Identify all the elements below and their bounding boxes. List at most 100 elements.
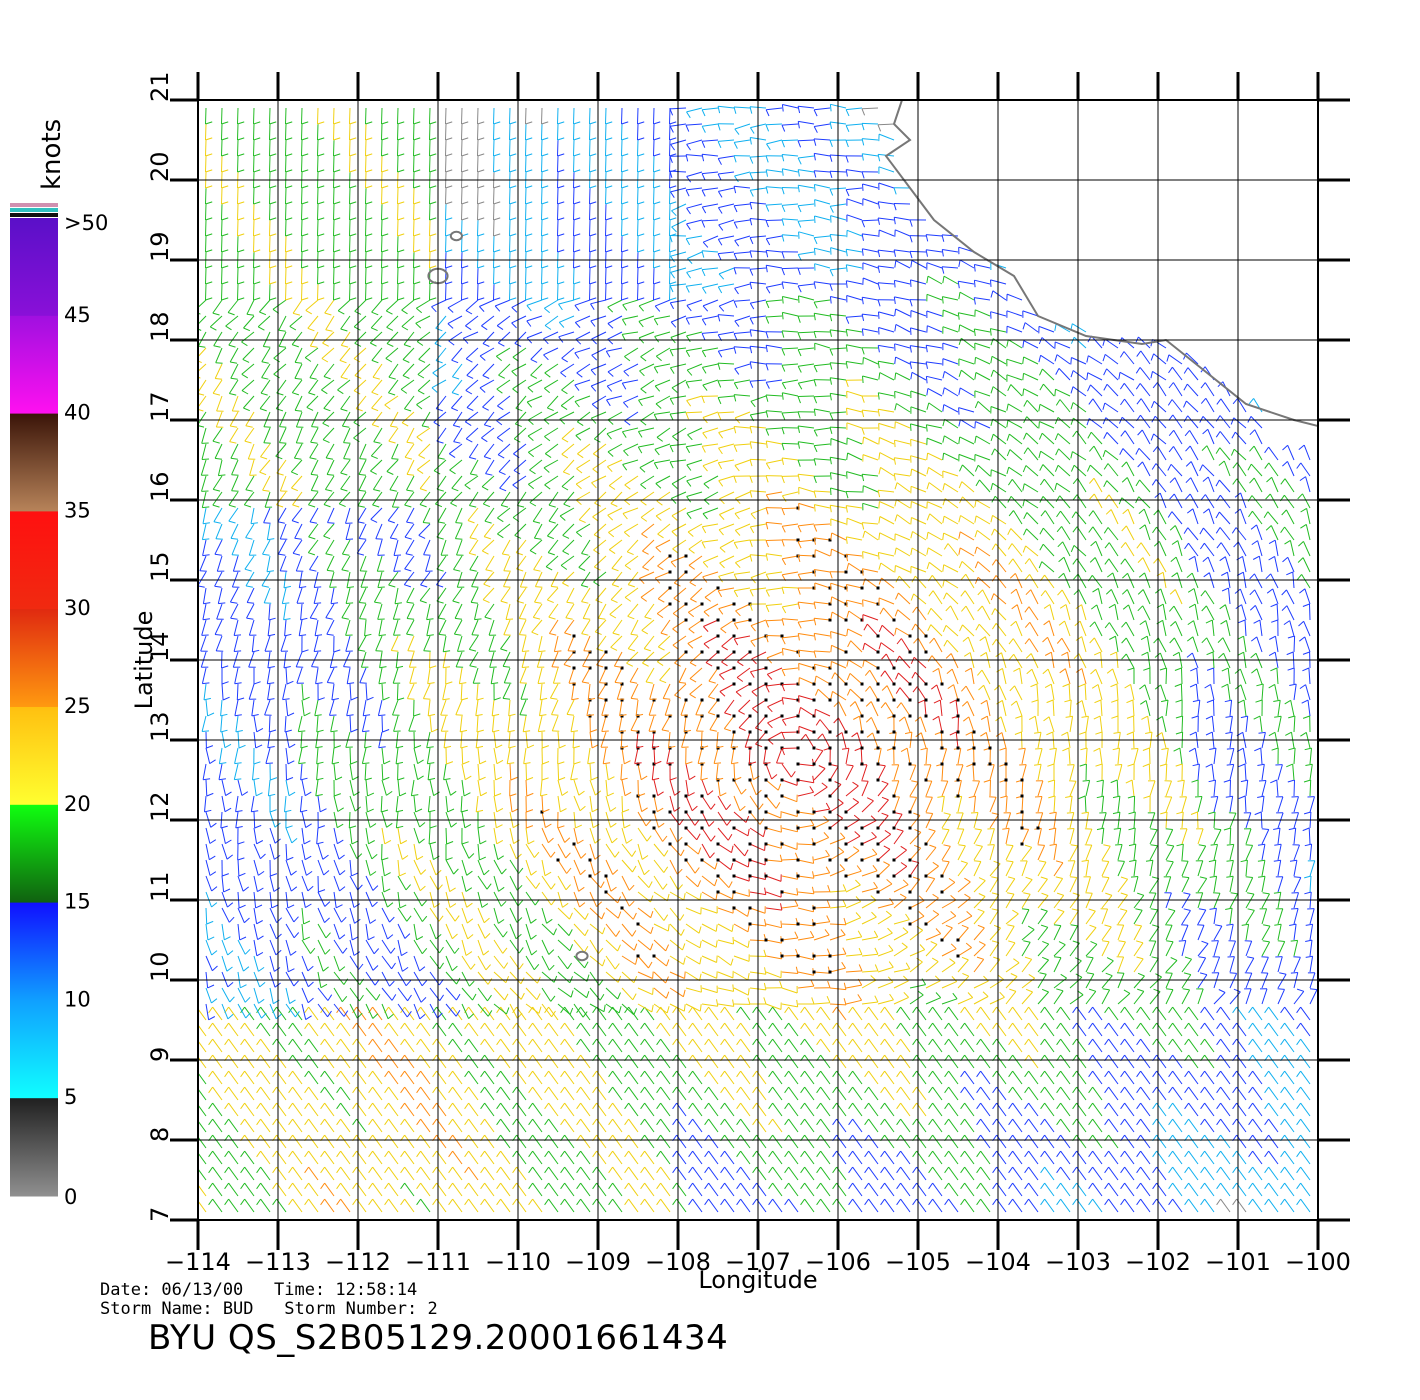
wind-barb: [1149, 878, 1160, 893]
wind-barb-feather: [736, 1022, 742, 1030]
wind-barb-feather: [663, 698, 671, 700]
wind-barb: [221, 987, 231, 1003]
wind-barb: [468, 1182, 479, 1197]
wind-barb-feather: [1263, 924, 1271, 927]
wind-barb: [685, 891, 701, 901]
wind-barb-feather: [372, 885, 379, 891]
wind-barb-feather: [1075, 668, 1083, 673]
wind-barb: [893, 764, 900, 781]
wind-barb-feather: [864, 1006, 870, 1014]
wind-barb: [1016, 700, 1023, 717]
wind-barb: [788, 1150, 799, 1165]
wind-barb: [1101, 941, 1110, 957]
wind-barb: [989, 927, 1001, 941]
wind-barb-feather: [1168, 908, 1176, 912]
wind-barb-feather: [1024, 1102, 1030, 1110]
wind-barb-feather: [602, 959, 606, 967]
wind-barb-feather: [1175, 699, 1183, 703]
wind-barb-feather: [373, 948, 380, 955]
wind-barb-feather: [240, 1038, 246, 1046]
wind-barb-feather: [640, 1150, 646, 1158]
wind-barb: [580, 1054, 591, 1069]
wind-barb-feather: [928, 1150, 934, 1158]
wind-barb-feather: [416, 1038, 422, 1046]
wind-barb: [1124, 1102, 1135, 1117]
wind-barb-feather: [1024, 1150, 1030, 1158]
wind-barb: [253, 987, 259, 1004]
wind-barb: [884, 1006, 895, 1021]
wind-barb-feather: [222, 873, 229, 877]
wind-barb-feather: [1104, 1198, 1110, 1206]
wind-barb-feather: [391, 962, 396, 970]
wind-barb-feather: [1151, 956, 1159, 959]
wind-barb-feather: [584, 961, 589, 969]
rain-flag: [1004, 778, 1008, 782]
wind-barb: [973, 880, 986, 893]
wind-barb: [884, 1134, 895, 1149]
wind-barb: [1000, 716, 1007, 733]
wind-barb-feather: [1090, 668, 1097, 675]
wind-barb: [1172, 1102, 1183, 1117]
wind-barb: [324, 1054, 335, 1069]
wind-barb-feather: [245, 1012, 251, 1019]
wind-barb: [316, 827, 319, 844]
wind-barb-feather: [784, 1182, 790, 1190]
wind-barb-feather: [1232, 1182, 1238, 1190]
wind-barb: [388, 1150, 399, 1165]
wind-barb: [285, 923, 295, 939]
wind-barb-feather: [628, 884, 635, 891]
wind-barb-feather: [623, 824, 631, 829]
wind-barb-feather: [1120, 1086, 1126, 1094]
wind-barb: [708, 1118, 719, 1133]
wind-barb-feather: [544, 1038, 550, 1046]
wind-barb: [380, 795, 383, 813]
wind-barb-feather: [1081, 715, 1089, 718]
wind-barb: [797, 891, 814, 895]
wind-barb: [237, 1003, 247, 1019]
wind-barb-feather: [1304, 843, 1312, 847]
wind-barb-feather: [800, 1006, 806, 1014]
wind-barb: [869, 685, 879, 701]
wind-barb: [372, 1102, 383, 1117]
wind-barb-feather: [493, 697, 501, 701]
wind-barb: [1149, 780, 1156, 797]
rain-flag: [764, 938, 768, 942]
rain-flag: [604, 698, 608, 702]
wind-barb-feather: [714, 862, 718, 870]
wind-barb-feather: [1156, 715, 1163, 721]
wind-barb: [331, 683, 335, 700]
wind-barb: [301, 859, 307, 876]
wind-barb-feather: [560, 1070, 566, 1078]
wind-barb: [1092, 1102, 1103, 1117]
wind-barb: [269, 987, 274, 1004]
wind-barb-feather: [1271, 747, 1279, 751]
wind-barb-feather: [1095, 731, 1103, 735]
wind-barb: [813, 820, 829, 829]
wind-barb-feather: [709, 729, 717, 732]
wind-barb: [452, 1086, 463, 1101]
wind-barb: [301, 1003, 307, 1020]
wind-barb-feather: [688, 1150, 694, 1158]
wind-barb: [1293, 957, 1301, 973]
wind-barb-feather: [880, 1198, 886, 1206]
wind-barb-feather: [256, 1006, 262, 1014]
wind-barb-feather: [576, 1198, 582, 1206]
wind-barb: [740, 1038, 751, 1053]
wind-barb-feather: [1181, 876, 1190, 879]
wind-barb: [205, 923, 209, 940]
wind-barb-feather: [371, 901, 378, 908]
wind-barb: [557, 843, 567, 859]
wind-barb: [674, 683, 687, 696]
wind-barb-feather: [464, 1198, 470, 1206]
wind-barb-feather: [1216, 1086, 1222, 1094]
wind-barb: [644, 1150, 655, 1165]
wind-barb-feather: [633, 1008, 638, 1016]
wind-barb: [340, 1118, 351, 1133]
wind-barb-feather: [1088, 1118, 1094, 1126]
wind-barb-feather: [240, 1182, 246, 1190]
wind-barb-feather: [495, 776, 503, 781]
wind-barb-feather: [592, 1118, 598, 1126]
wind-barb: [662, 683, 671, 699]
wind-barb-feather: [1102, 940, 1110, 943]
wind-barb-feather: [966, 911, 973, 917]
